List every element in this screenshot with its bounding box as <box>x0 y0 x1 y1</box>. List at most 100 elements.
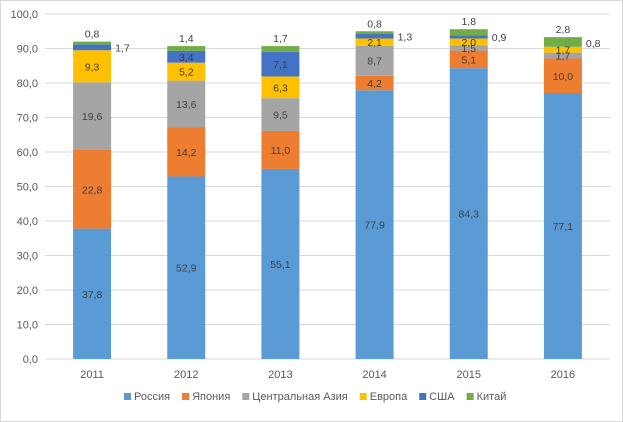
data-label: 1,8 <box>461 16 476 28</box>
data-label: 9,5 <box>273 110 288 122</box>
y-tick-label: 100,0 <box>10 9 38 21</box>
y-tick-label: 50,0 <box>17 182 38 194</box>
bar-segment <box>261 51 300 77</box>
bar-segment <box>449 68 488 359</box>
legend-label: США <box>429 391 455 403</box>
bar-segment <box>355 38 394 46</box>
data-label: 7,1 <box>273 59 288 71</box>
y-tick-label: 30,0 <box>17 251 38 263</box>
bar-segment <box>543 52 582 59</box>
data-label: 1,7 <box>273 33 288 45</box>
bar-segment <box>449 45 488 51</box>
legend-swatch <box>124 393 131 400</box>
y-tick-label: 70,0 <box>17 113 38 125</box>
bar-segment <box>543 93 582 359</box>
bar-segment <box>355 31 394 35</box>
y-axis: 0,0 10,0 20,0 30,0 40,0 50,0 60,0 70,0 80,0 90,0 1… <box>10 9 38 366</box>
legend-swatch <box>242 393 250 400</box>
data-label: 5,1 <box>461 54 476 66</box>
data-label: 55,1 <box>270 259 291 271</box>
data-label: 77,1 <box>553 221 574 233</box>
x-tick-label: 2016 <box>551 369 575 381</box>
x-tick-label: 2014 <box>362 369 386 381</box>
data-label: 1,7 <box>115 42 130 54</box>
legend-label: Европа <box>370 391 408 403</box>
legend-item: Центральная Азия <box>242 391 348 403</box>
data-label: 6,3 <box>273 82 288 94</box>
y-tick-label: 10,0 <box>17 320 38 332</box>
legend-item: Китай <box>466 391 507 403</box>
bar-segment <box>543 46 582 53</box>
data-label: 84,3 <box>459 209 480 221</box>
bar-segment <box>355 90 394 360</box>
bar-segment <box>261 76 300 99</box>
bar-segment <box>73 149 112 229</box>
y-tick-label: 0,0 <box>23 354 38 366</box>
x-tick-label: 2011 <box>80 369 104 381</box>
bar-segment <box>261 168 300 359</box>
data-label: 1,3 <box>398 31 413 43</box>
y-tick-label: 20,0 <box>17 285 38 297</box>
data-label: 8,7 <box>367 56 382 68</box>
bar-segment <box>73 44 112 51</box>
bars <box>73 29 582 360</box>
bar-segment <box>261 46 300 52</box>
data-label: 4,2 <box>367 78 382 90</box>
data-label: 9,3 <box>85 61 100 73</box>
legend-swatch <box>182 393 190 400</box>
bar-segment <box>449 35 488 39</box>
legend-swatch <box>359 393 367 400</box>
y-tick-label: 80,0 <box>17 78 38 90</box>
bar-segment <box>73 41 112 45</box>
bar-segment <box>167 80 206 128</box>
data-label: 2,0 <box>461 37 476 49</box>
legend-item: Россия <box>124 391 170 403</box>
data-label: 0,8 <box>367 18 382 30</box>
bar-segment <box>167 50 206 63</box>
data-label: 2,8 <box>556 24 571 36</box>
data-label: 5,2 <box>179 67 194 79</box>
data-label: 14,2 <box>176 147 197 159</box>
legend-label: Россия <box>134 391 170 403</box>
data-label: 22,8 <box>82 184 103 196</box>
data-label: 13,6 <box>176 99 197 111</box>
legend-label: Китай <box>477 391 507 403</box>
bar-segment <box>355 34 394 39</box>
data-label: 77,9 <box>364 220 385 232</box>
legend-swatch <box>419 393 427 400</box>
bar-segment <box>449 29 488 36</box>
y-tick-label: 60,0 <box>17 147 38 159</box>
data-label: 37,8 <box>82 289 103 301</box>
x-axis: 2011 2012 2013 2014 2015 2016 <box>80 369 575 381</box>
y-tick-label: 90,0 <box>17 44 38 56</box>
bar-segment <box>73 50 112 83</box>
data-label: 1,7 <box>556 45 571 57</box>
data-labels: 37,8 22,8 19,6 9,3 1,7 0,8 52,9 14,2 13,6 5,2 3,4 1… <box>82 16 601 301</box>
data-label: 52,9 <box>176 263 197 275</box>
bar-segment <box>167 127 206 177</box>
legend-label: Япония <box>192 391 230 403</box>
bar-segment <box>261 130 300 169</box>
legend-item: Япония <box>182 391 230 403</box>
data-label: 0,9 <box>492 32 507 44</box>
bar-segment <box>167 46 206 51</box>
bar-segment <box>261 98 300 131</box>
x-tick-label: 2012 <box>174 369 198 381</box>
data-label: 10,0 <box>553 71 574 83</box>
x-tick-label: 2015 <box>457 369 481 381</box>
bar-segment <box>167 176 206 359</box>
bar-segment <box>73 82 112 150</box>
x-tick-label: 2013 <box>268 369 292 381</box>
data-label: 0,8 <box>85 29 100 41</box>
legend-label: Центральная Азия <box>252 391 347 403</box>
data-label: 0,8 <box>586 38 601 50</box>
data-label: 1,7 <box>556 51 571 63</box>
bar-segment <box>355 75 394 91</box>
bar-segment <box>355 45 394 76</box>
data-label: 19,6 <box>82 111 103 123</box>
bar-segment <box>543 37 582 47</box>
bar-segment <box>167 62 206 81</box>
bar-segment <box>449 38 488 46</box>
data-label: 1,5 <box>461 43 476 55</box>
